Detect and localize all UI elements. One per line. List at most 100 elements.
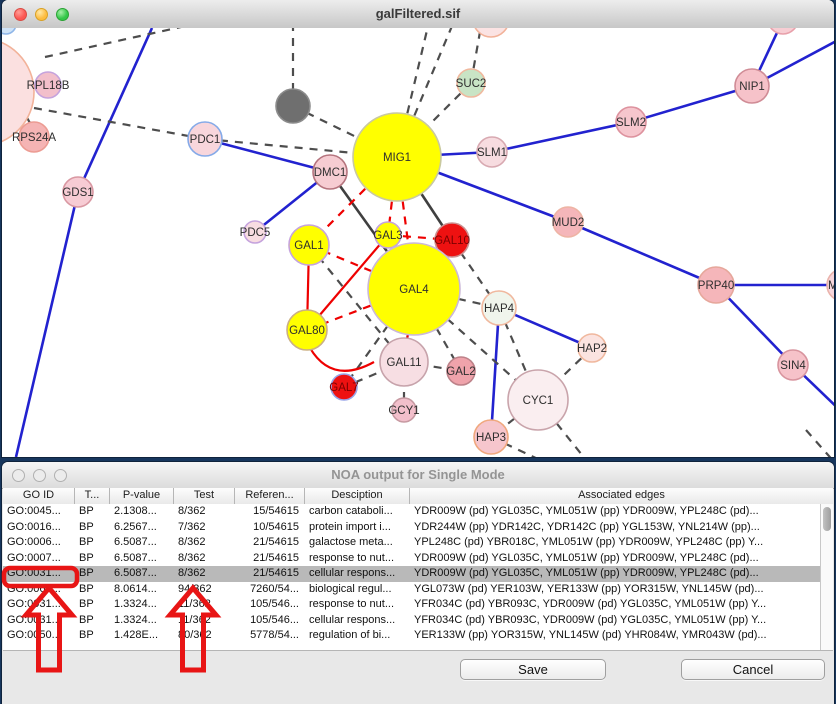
network-node-top-right-pink[interactable] bbox=[768, 28, 798, 34]
table-header-row: GO IDT...P-valueTestReferen...Desciption… bbox=[3, 488, 833, 505]
cell-test: 7/362 bbox=[174, 520, 235, 536]
cell-type: BP bbox=[75, 628, 110, 644]
cell-go_id: GO:0031... bbox=[3, 613, 75, 629]
column-header-go-id[interactable]: GO ID bbox=[3, 488, 75, 504]
network-edge-blue bbox=[16, 192, 78, 457]
table-row[interactable]: GO:0050...BP1.428E...80/3625778/54...reg… bbox=[3, 628, 820, 644]
scrollbar-thumb[interactable] bbox=[823, 507, 831, 531]
network-window-titlebar[interactable]: galFiltered.sif bbox=[2, 0, 834, 29]
save-button[interactable]: Save bbox=[460, 659, 606, 680]
node-label-PRP40: PRP40 bbox=[698, 280, 734, 292]
node-label-SIN4: SIN4 bbox=[780, 360, 806, 372]
table-row[interactable]: GO:0031...BP6.5087...8/36221/54615cellul… bbox=[3, 566, 820, 582]
cell-edges: YDR009W (pd) YGL035C, YML051W (pp) YDR00… bbox=[410, 551, 820, 567]
network-node-unlabeled-gray[interactable] bbox=[276, 89, 310, 123]
noa-window-title: NOA output for Single Mode bbox=[2, 462, 834, 488]
node-label-SLM2: SLM2 bbox=[616, 117, 646, 129]
cell-test: 94/362 bbox=[174, 582, 235, 598]
cell-edges: YDR009W (pd) YGL035C, YML051W (pp) YDR00… bbox=[410, 566, 820, 582]
cell-p_value: 6.5087... bbox=[110, 566, 174, 582]
network-edge-blue bbox=[491, 308, 499, 437]
cell-edges: YFR034C (pd) YBR093C, YDR009W (pd) YGL03… bbox=[410, 613, 820, 629]
cell-reference: 21/54615 bbox=[235, 535, 305, 551]
network-window: galFiltered.sif RPL18BRPS24AGDS1PDC1MIG1… bbox=[2, 0, 834, 457]
column-header-associated-edges[interactable]: Associated edges bbox=[410, 488, 833, 504]
cell-reference: 15/54615 bbox=[235, 504, 305, 520]
cell-reference: 10/54615 bbox=[235, 520, 305, 536]
cell-p_value: 6.5087... bbox=[110, 535, 174, 551]
table-row[interactable]: GO:0006...BP6.5087...8/36221/54615galact… bbox=[3, 535, 820, 551]
cell-p_value: 8.0614... bbox=[110, 582, 174, 598]
cell-test: 80/362 bbox=[174, 628, 235, 644]
node-label-HAP2: HAP2 bbox=[577, 343, 607, 355]
node-label-PDC1: PDC1 bbox=[190, 134, 221, 146]
cell-test: 8/362 bbox=[174, 566, 235, 582]
node-label-GAL3: GAL3 bbox=[373, 230, 402, 242]
cell-p_value: 1.3324... bbox=[110, 597, 174, 613]
node-label-GAL10: GAL10 bbox=[434, 235, 470, 247]
table-row[interactable]: GO:0007...BP6.5087...8/36221/54615respon… bbox=[3, 551, 820, 567]
cell-description: cellular respons... bbox=[305, 613, 410, 629]
cell-go_id: GO:0031... bbox=[3, 597, 75, 613]
network-edge-blue bbox=[568, 222, 716, 285]
table-row[interactable]: GO:0031...BP1.3324...11/362105/546...cel… bbox=[3, 613, 820, 629]
table-row[interactable]: GO:0016...BP6.2567...7/36210/54615protei… bbox=[3, 520, 820, 536]
cell-type: BP bbox=[75, 582, 110, 598]
cell-description: biological regul... bbox=[305, 582, 410, 598]
network-svg[interactable]: RPL18BRPS24AGDS1PDC1MIG1DMC1SUC2SLM1SLM2… bbox=[2, 28, 834, 457]
cell-edges: YPL248C (pd) YBR018C, YML051W (pp) YDR00… bbox=[410, 535, 820, 551]
cell-go_id: GO:0016... bbox=[3, 520, 75, 536]
node-label-GAL80: GAL80 bbox=[289, 325, 325, 337]
node-label-GCY1: GCY1 bbox=[388, 405, 419, 417]
cell-description: regulation of bi... bbox=[305, 628, 410, 644]
node-label-GAL4: GAL4 bbox=[399, 284, 429, 296]
cell-type: BP bbox=[75, 566, 110, 582]
network-window-title: galFiltered.sif bbox=[2, 0, 834, 28]
node-label-PDC5: PDC5 bbox=[240, 227, 271, 239]
cell-description: protein import i... bbox=[305, 520, 410, 536]
cell-reference: 105/546... bbox=[235, 613, 305, 629]
column-header-test[interactable]: Test bbox=[174, 488, 235, 504]
table-row[interactable]: GO:0045...BP2.1308...8/36215/54615carbon… bbox=[3, 504, 820, 520]
node-label-GAL7: GAL7 bbox=[329, 382, 358, 394]
cell-test: 11/362 bbox=[174, 613, 235, 629]
button-bar: Save Cancel bbox=[2, 650, 834, 704]
cell-edges: YGL073W (pd) YER103W, YER133W (pp) YOR31… bbox=[410, 582, 820, 598]
cell-go_id: GO:0045... bbox=[3, 504, 75, 520]
node-label-CYC1: CYC1 bbox=[523, 395, 554, 407]
node-label-MIG1: MIG1 bbox=[383, 152, 411, 164]
node-label-GAL2: GAL2 bbox=[446, 366, 475, 378]
cell-description: response to nut... bbox=[305, 551, 410, 567]
cell-reference: 7260/54... bbox=[235, 582, 305, 598]
cell-reference: 5778/54... bbox=[235, 628, 305, 644]
cell-description: cellular respons... bbox=[305, 566, 410, 582]
cell-edges: YFR034C (pd) YBR093C, YDR009W (pd) YGL03… bbox=[410, 597, 820, 613]
cell-go_id: GO:0050... bbox=[3, 628, 75, 644]
network-node-top-blue[interactable] bbox=[2, 28, 16, 34]
table-row[interactable]: GO:0031...BP1.3324...11/362105/546...res… bbox=[3, 597, 820, 613]
cell-edges: YDR009W (pd) YGL035C, YML051W (pp) YDR00… bbox=[410, 504, 820, 520]
cell-type: BP bbox=[75, 613, 110, 629]
network-edge-blue bbox=[78, 28, 152, 192]
vertical-scrollbar[interactable] bbox=[820, 504, 833, 650]
cell-test: 11/362 bbox=[174, 597, 235, 613]
noa-window-titlebar[interactable]: NOA output for Single Mode bbox=[2, 462, 834, 489]
table-body: GO:0045...BP2.1308...8/36215/54615carbon… bbox=[3, 504, 820, 650]
cell-description: response to nut... bbox=[305, 597, 410, 613]
noa-output-window: NOA output for Single Mode GO IDT...P-va… bbox=[2, 462, 834, 704]
column-header-desciption[interactable]: Desciption bbox=[305, 488, 410, 504]
node-label-GAL11: GAL11 bbox=[387, 357, 422, 369]
cancel-button[interactable]: Cancel bbox=[681, 659, 825, 680]
cell-go_id: GO:0006... bbox=[3, 535, 75, 551]
node-label-SUC2: SUC2 bbox=[456, 78, 487, 90]
cell-type: BP bbox=[75, 597, 110, 613]
cell-p_value: 2.1308... bbox=[110, 504, 174, 520]
cell-go_id: GO:0065... bbox=[3, 582, 75, 598]
column-header-p-value[interactable]: P-value bbox=[110, 488, 174, 504]
network-canvas[interactable]: RPL18BRPS24AGDS1PDC1MIG1DMC1SUC2SLM1SLM2… bbox=[2, 28, 834, 457]
column-header-t-[interactable]: T... bbox=[75, 488, 110, 504]
column-header-referen-[interactable]: Referen... bbox=[235, 488, 305, 504]
table-row[interactable]: GO:0065...BP8.0614...94/3627260/54...bio… bbox=[3, 582, 820, 598]
cell-reference: 21/54615 bbox=[235, 551, 305, 567]
network-edge-graydash bbox=[806, 430, 834, 457]
